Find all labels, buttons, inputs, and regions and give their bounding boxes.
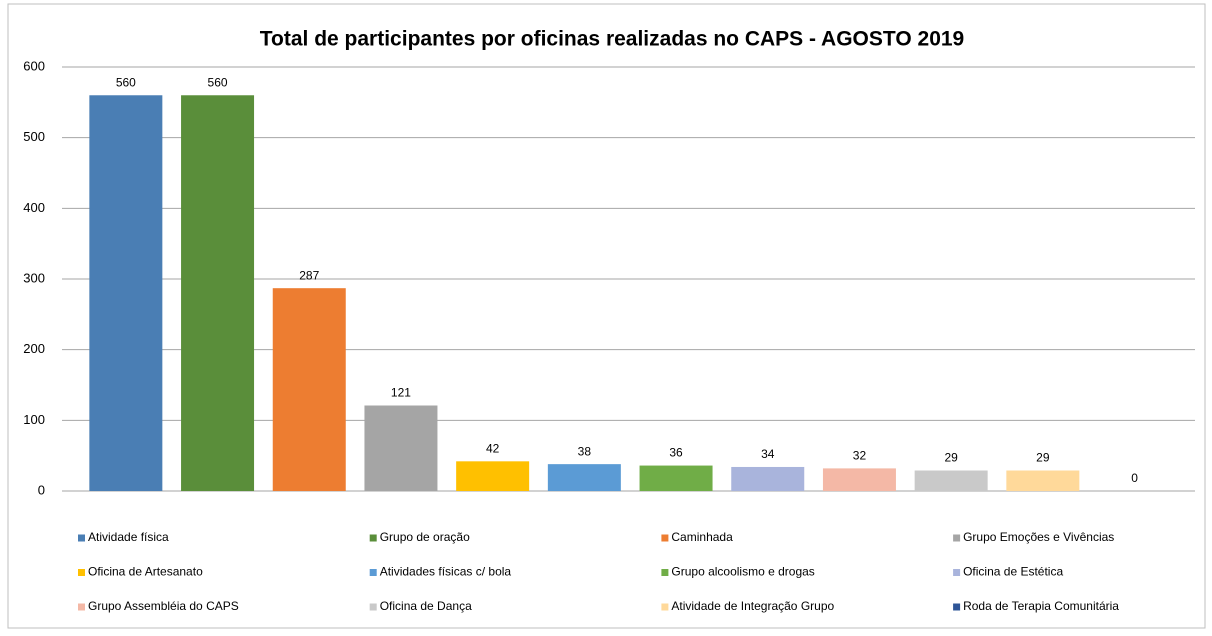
legend-label: Caminhada xyxy=(671,530,733,544)
data-label: 287 xyxy=(299,268,319,282)
legend-swatch xyxy=(953,603,961,611)
legend-swatch xyxy=(78,569,85,576)
bar xyxy=(731,466,805,491)
legend-swatch xyxy=(369,569,377,576)
data-label: 29 xyxy=(1036,451,1050,465)
data-label: 34 xyxy=(761,447,775,461)
y-tick-label: 0 xyxy=(38,482,45,497)
chart-title: Total de participantes por oficinas real… xyxy=(260,28,964,51)
y-tick-label: 100 xyxy=(23,412,45,427)
data-label: 38 xyxy=(578,444,592,458)
legend-label: Atividade física xyxy=(88,530,169,544)
bar xyxy=(364,405,438,491)
bar xyxy=(1006,470,1080,491)
data-label: 42 xyxy=(486,441,500,455)
y-tick-label: 200 xyxy=(23,341,45,356)
legend-swatch xyxy=(661,569,669,576)
legend-swatch xyxy=(953,569,961,576)
data-label: 0 xyxy=(1131,471,1138,485)
legend-label: Atividade de Integração Grupo xyxy=(671,599,834,613)
data-label: 29 xyxy=(944,451,958,465)
bar xyxy=(914,470,988,491)
bar xyxy=(272,288,346,491)
bar xyxy=(547,464,621,491)
bar xyxy=(822,468,896,491)
legend-swatch xyxy=(369,534,377,542)
bar xyxy=(639,465,713,491)
y-tick-label: 400 xyxy=(23,200,45,215)
data-label: 121 xyxy=(391,386,411,400)
legend-label: Grupo de oração xyxy=(380,530,470,544)
legend-label: Oficina de Estética xyxy=(963,565,1063,579)
legend-label: Atividades físicas c/ bola xyxy=(380,565,512,579)
bar xyxy=(89,95,163,492)
legend-swatch xyxy=(369,603,377,611)
bar xyxy=(181,95,255,492)
y-tick-label: 600 xyxy=(23,58,45,73)
legend-label: Oficina de Dança xyxy=(380,599,472,613)
legend-swatch xyxy=(78,534,85,542)
legend-label: Oficina de Artesanato xyxy=(88,565,203,579)
y-tick-label: 300 xyxy=(23,270,45,285)
legend-swatch xyxy=(78,603,85,611)
data-label: 560 xyxy=(208,75,228,89)
legend-swatch xyxy=(953,534,961,542)
bar xyxy=(456,461,530,491)
data-label: 36 xyxy=(669,446,683,460)
legend-swatch xyxy=(661,534,669,542)
legend-label: Roda de Terapia Comunitária xyxy=(963,599,1119,613)
legend-label: Grupo Assembléia do CAPS xyxy=(88,599,239,613)
data-label: 560 xyxy=(116,75,136,89)
data-label: 32 xyxy=(853,449,867,463)
legend-swatch xyxy=(661,603,669,611)
legend-label: Grupo Emoções e Vivências xyxy=(963,530,1114,544)
legend-label: Grupo alcoolismo e drogas xyxy=(671,565,814,579)
y-tick-label: 500 xyxy=(23,129,45,144)
